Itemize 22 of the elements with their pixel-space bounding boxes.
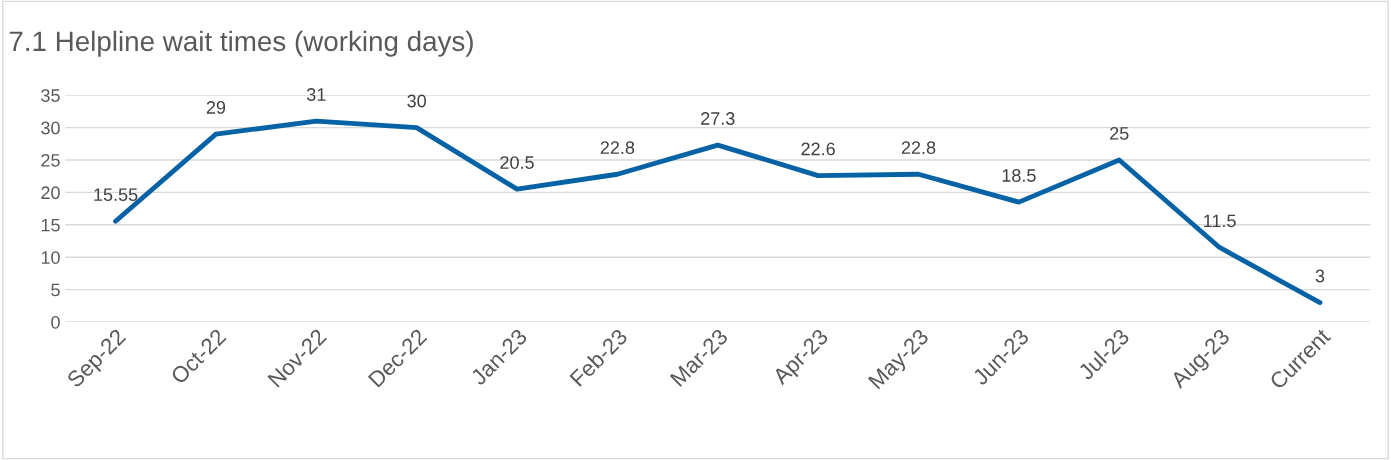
- data-label: 18.5: [1002, 169, 1036, 182]
- y-tick-label: 10: [41, 251, 60, 264]
- y-tick-label: 20: [41, 186, 60, 200]
- y-tick-label: 35: [41, 89, 60, 102]
- data-label: 22.8: [901, 141, 936, 155]
- data-label: 22.6: [801, 142, 835, 156]
- chart-title: 7.1 Helpline wait times (working days): [9, 30, 473, 57]
- y-tick-label: 5: [51, 283, 60, 297]
- data-label: 29: [206, 101, 226, 114]
- data-label: 30: [407, 94, 426, 108]
- data-label: 31: [306, 88, 326, 101]
- data-label: 20.5: [500, 156, 534, 169]
- data-label: 15.55: [94, 188, 138, 202]
- data-label: 27.3: [701, 112, 735, 125]
- y-tick-label: 15: [41, 218, 60, 232]
- data-label: 3: [1315, 269, 1325, 283]
- data-label: 25: [1110, 126, 1129, 140]
- y-tick-label: 25: [41, 153, 60, 167]
- data-label: 11.5: [1204, 214, 1236, 228]
- y-tick-label: 0: [51, 315, 60, 329]
- data-label: 22.8: [600, 141, 635, 155]
- y-tick-label: 30: [41, 121, 60, 135]
